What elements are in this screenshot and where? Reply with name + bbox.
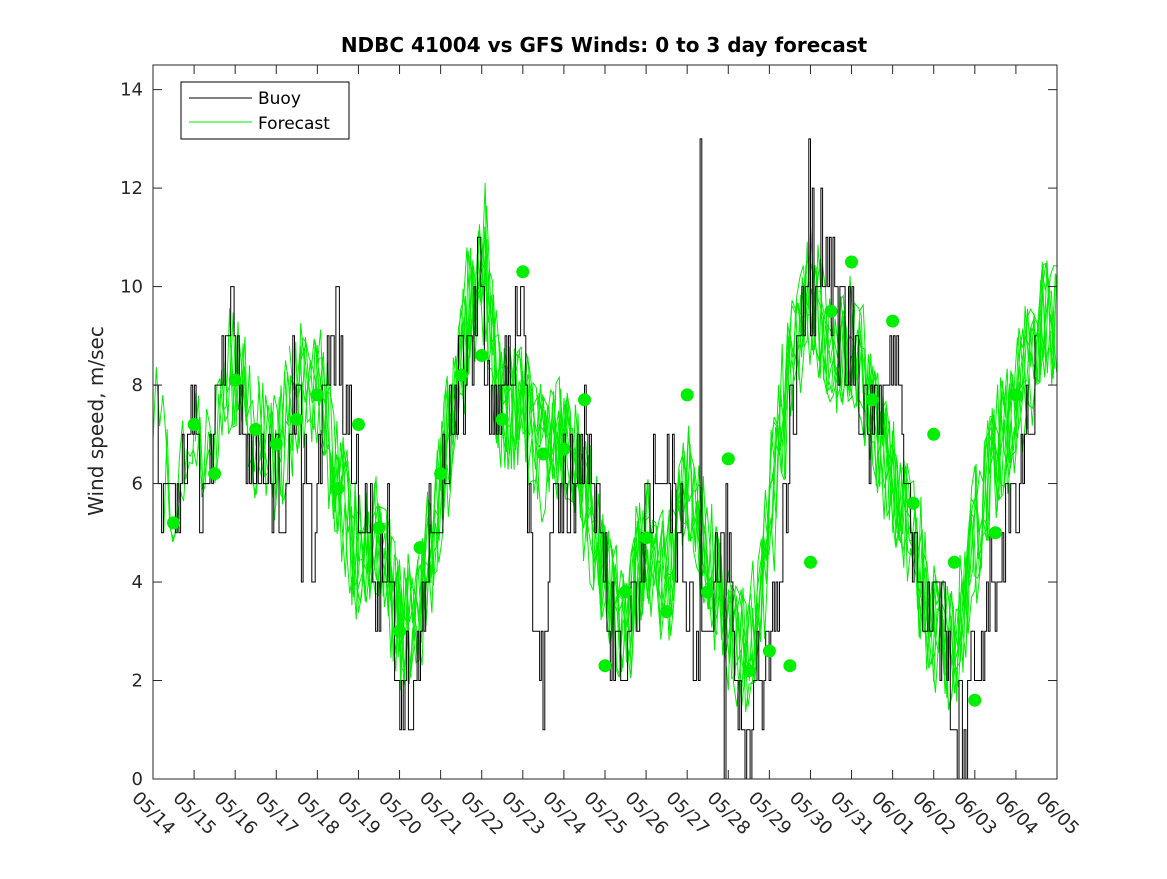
forecast-point bbox=[208, 467, 222, 481]
y-tick-label: 4 bbox=[132, 572, 143, 593]
forecast-point bbox=[187, 418, 201, 431]
legend-entry-buoy: Buoy bbox=[258, 89, 301, 109]
forecast-point bbox=[783, 659, 797, 673]
buoy-line bbox=[153, 138, 1037, 780]
chart-title: NDBC 41004 vs GFS Winds: 0 to 3 day fore… bbox=[341, 33, 868, 57]
forecast-point bbox=[228, 373, 242, 387]
forecast-point bbox=[660, 605, 674, 619]
forecast-point bbox=[742, 664, 756, 678]
legend-entry-forecast: Forecast bbox=[258, 114, 330, 134]
forecast-point bbox=[927, 427, 941, 441]
legend: Buoy Forecast bbox=[180, 81, 350, 140]
forecast-point bbox=[639, 531, 653, 545]
forecast-point bbox=[968, 693, 982, 707]
forecast-point bbox=[413, 541, 427, 555]
y-tick-label: 2 bbox=[132, 671, 143, 692]
forecast-point bbox=[310, 388, 324, 402]
forecast-point bbox=[845, 255, 858, 269]
forecast-point bbox=[721, 452, 735, 466]
forecast-point bbox=[804, 555, 817, 569]
y-tick-label: 14 bbox=[120, 80, 143, 101]
forecast-point bbox=[454, 368, 468, 382]
forecast-point bbox=[393, 624, 406, 638]
forecast-point bbox=[372, 521, 386, 535]
forecast-point bbox=[516, 265, 530, 279]
forecast-point bbox=[290, 413, 304, 426]
y-tick-label: 0 bbox=[132, 769, 143, 790]
forecast-point bbox=[167, 516, 180, 530]
forecast-point bbox=[906, 496, 920, 510]
forecast-point bbox=[886, 314, 900, 328]
forecast-point bbox=[680, 388, 694, 402]
forecast-point bbox=[947, 555, 961, 569]
forecast-point bbox=[824, 304, 838, 318]
y-tick-label: 10 bbox=[120, 277, 143, 298]
forecast-point bbox=[557, 442, 571, 456]
forecast-point bbox=[578, 393, 591, 407]
y-tick-label: 12 bbox=[120, 178, 143, 199]
forecast-point bbox=[475, 349, 489, 362]
legend-box bbox=[180, 81, 350, 140]
forecast-point bbox=[701, 585, 715, 599]
forecast-point bbox=[865, 393, 879, 407]
forecast-point bbox=[619, 585, 632, 599]
forecast-point bbox=[331, 482, 345, 495]
forecast-line-8 bbox=[351, 239, 1057, 707]
forecast-point bbox=[352, 418, 365, 431]
forecast-point bbox=[598, 659, 612, 673]
forecast-point bbox=[249, 422, 263, 436]
forecast-point bbox=[988, 526, 1002, 540]
y-axis-label: Wind speed, m/sec bbox=[84, 326, 108, 516]
forecast-point bbox=[495, 413, 509, 426]
y-tick-label: 8 bbox=[132, 375, 143, 396]
forecast-point bbox=[536, 447, 550, 461]
forecast-point bbox=[1009, 388, 1023, 402]
forecast-line-6 bbox=[288, 205, 1056, 702]
forecast-point bbox=[269, 437, 283, 451]
y-tick-label: 6 bbox=[132, 474, 143, 495]
forecast-point bbox=[434, 467, 448, 481]
forecast-point bbox=[762, 644, 776, 658]
